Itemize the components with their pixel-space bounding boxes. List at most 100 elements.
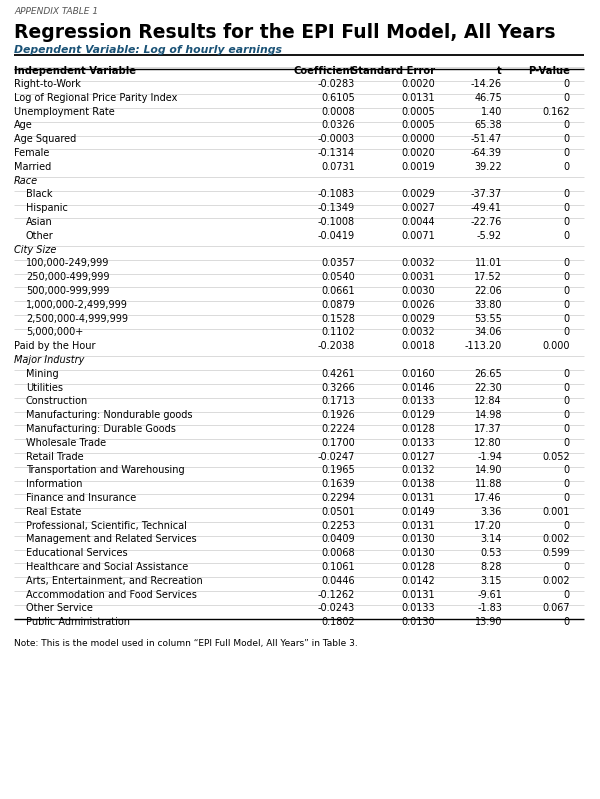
Text: Race: Race [14,176,38,185]
Text: 0: 0 [564,562,570,572]
Text: Transportation and Warehousing: Transportation and Warehousing [26,465,185,475]
Text: 0.2224: 0.2224 [321,424,355,434]
Text: 0.0149: 0.0149 [401,507,435,517]
Text: 8.28: 8.28 [481,562,502,572]
Text: -0.1349: -0.1349 [318,203,355,213]
Text: -0.0283: -0.0283 [318,79,355,89]
Text: 33.80: 33.80 [475,300,502,310]
Text: 0.0020: 0.0020 [401,79,435,89]
Text: 3.14: 3.14 [481,535,502,544]
Text: -0.1008: -0.1008 [318,217,355,227]
Text: 0: 0 [564,300,570,310]
Text: 0.0133: 0.0133 [401,396,435,407]
Text: 0.0032: 0.0032 [401,328,435,337]
Text: 0.0160: 0.0160 [401,369,435,379]
Text: -1.83: -1.83 [477,603,502,614]
Text: Unemployment Rate: Unemployment Rate [14,106,115,117]
Text: 0.3266: 0.3266 [321,383,355,392]
Text: 0.0409: 0.0409 [322,535,355,544]
Text: 0.0071: 0.0071 [401,231,435,240]
Text: 0.002: 0.002 [542,535,570,544]
Text: 0.6105: 0.6105 [321,93,355,103]
Text: Female: Female [14,148,49,158]
Text: Manufacturing: Nondurable goods: Manufacturing: Nondurable goods [26,410,193,420]
Text: 0: 0 [564,521,570,531]
Text: Retail Trade: Retail Trade [26,451,83,462]
Text: 1.40: 1.40 [481,106,502,117]
Text: 12.80: 12.80 [475,438,502,447]
Text: Healthcare and Social Assistance: Healthcare and Social Assistance [26,562,188,572]
Text: 0.052: 0.052 [542,451,570,462]
Text: 0.0005: 0.0005 [401,121,435,130]
Text: 0.0131: 0.0131 [401,93,435,103]
Text: 0.1639: 0.1639 [322,479,355,489]
Text: Arts, Entertainment, and Recreation: Arts, Entertainment, and Recreation [26,576,203,586]
Text: -14.26: -14.26 [471,79,502,89]
Text: -51.47: -51.47 [471,134,502,144]
Text: Major Industry: Major Industry [14,355,85,365]
Text: 0.0068: 0.0068 [322,548,355,559]
Text: 0: 0 [564,369,570,379]
Text: 0: 0 [564,410,570,420]
Text: 22.06: 22.06 [474,286,502,296]
Text: 0: 0 [564,231,570,240]
Text: 0.0133: 0.0133 [401,438,435,447]
Text: Right-to-Work: Right-to-Work [14,79,81,89]
Text: Wholesale Trade: Wholesale Trade [26,438,106,447]
Text: Age: Age [14,121,33,130]
Text: 34.06: 34.06 [475,328,502,337]
Text: Management and Related Services: Management and Related Services [26,535,197,544]
Text: 0: 0 [564,383,570,392]
Text: 250,000-499,999: 250,000-499,999 [26,272,110,282]
Text: 0: 0 [564,313,570,324]
Text: Asian: Asian [26,217,53,227]
Text: City Size: City Size [14,244,56,255]
Text: 53.55: 53.55 [474,313,502,324]
Text: Dependent Variable: Log of hourly earnings: Dependent Variable: Log of hourly earnin… [14,45,282,55]
Text: -0.0247: -0.0247 [317,451,355,462]
Text: 0.2294: 0.2294 [321,493,355,503]
Text: 0.0540: 0.0540 [321,272,355,282]
Text: 1,000,000-2,499,999: 1,000,000-2,499,999 [26,300,128,310]
Text: Public Administration: Public Administration [26,617,130,627]
Text: Finance and Insurance: Finance and Insurance [26,493,136,503]
Text: -64.39: -64.39 [471,148,502,158]
Text: 0.53: 0.53 [481,548,502,559]
Text: 0.0130: 0.0130 [401,548,435,559]
Text: 14.90: 14.90 [475,465,502,475]
Text: -0.1314: -0.1314 [318,148,355,158]
Text: 26.65: 26.65 [474,369,502,379]
Text: Professional, Scientific, Technical: Professional, Scientific, Technical [26,521,187,531]
Text: 0.0029: 0.0029 [401,313,435,324]
Text: 0.0501: 0.0501 [321,507,355,517]
Text: -1.94: -1.94 [477,451,502,462]
Text: 17.46: 17.46 [475,493,502,503]
Text: 0.0142: 0.0142 [401,576,435,586]
Text: 0.0879: 0.0879 [321,300,355,310]
Text: -0.0003: -0.0003 [318,134,355,144]
Text: Information: Information [26,479,83,489]
Text: Other: Other [26,231,54,240]
Text: 0.1926: 0.1926 [321,410,355,420]
Text: 0.0131: 0.0131 [401,521,435,531]
Text: -9.61: -9.61 [477,590,502,599]
Text: 0.1700: 0.1700 [321,438,355,447]
Text: 0.0131: 0.0131 [401,493,435,503]
Text: 0.0326: 0.0326 [321,121,355,130]
Text: 0.2253: 0.2253 [321,521,355,531]
Text: 14.98: 14.98 [475,410,502,420]
Text: Married: Married [14,162,51,172]
Text: 0.162: 0.162 [542,106,570,117]
Text: Real Estate: Real Estate [26,507,82,517]
Text: 0: 0 [564,189,570,200]
Text: 0: 0 [564,424,570,434]
Text: 0.0018: 0.0018 [401,341,435,352]
Text: 12.84: 12.84 [475,396,502,407]
Text: Hispanic: Hispanic [26,203,68,213]
Text: -49.41: -49.41 [471,203,502,213]
Text: 0.599: 0.599 [542,548,570,559]
Text: Other Service: Other Service [26,603,93,614]
Text: 0.1061: 0.1061 [322,562,355,572]
Text: 65.38: 65.38 [475,121,502,130]
Text: 0.0146: 0.0146 [401,383,435,392]
